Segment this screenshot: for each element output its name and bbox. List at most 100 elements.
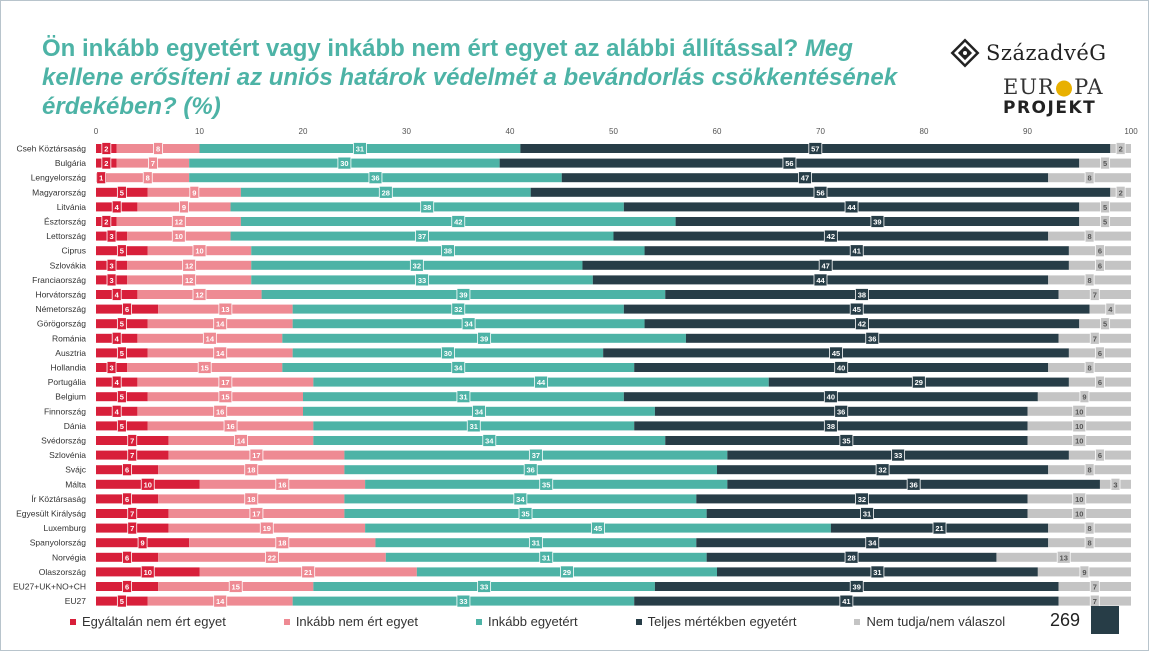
- data-label: 4: [1108, 305, 1113, 314]
- data-label-box: [1089, 288, 1100, 301]
- data-label: 31: [459, 393, 467, 402]
- data-label: 33: [418, 276, 426, 285]
- stacked-bar-chart: 0 10 20 30 40 50 60 70 80 90 100 Cseh Köztársaság 2…: [13, 127, 1138, 608]
- data-label-box: [415, 273, 429, 287]
- legend-item: Inkább egyetért: [475, 614, 578, 629]
- data-label-box: [1072, 419, 1087, 433]
- data-label-box: [223, 419, 238, 433]
- data-label: 5: [120, 247, 124, 256]
- data-label: 6: [1098, 247, 1102, 256]
- data-label: 32: [413, 261, 421, 270]
- x-tick-label: 50: [609, 127, 618, 136]
- data-label: 8: [146, 174, 150, 183]
- data-label-box: [451, 215, 466, 228]
- data-label: 7: [130, 524, 134, 533]
- data-label-box: [839, 594, 854, 608]
- chart-row: Málta 10 16 35 36 3: [65, 477, 1131, 491]
- data-label: 7: [130, 510, 134, 519]
- chart-row: Észtország 2 12 42 39 5: [44, 215, 1131, 228]
- category-label: Lengyelország: [31, 173, 87, 183]
- data-label: 2: [104, 145, 108, 154]
- data-label-box: [140, 565, 155, 579]
- data-label-box: [275, 477, 290, 491]
- data-label-box: [179, 200, 189, 214]
- data-label: 8: [1088, 276, 1092, 285]
- data-label-box: [1084, 273, 1095, 287]
- data-label: 5: [120, 393, 124, 402]
- data-label: 13: [1060, 553, 1068, 562]
- data-label-box: [101, 215, 112, 228]
- data-label-box: [378, 185, 393, 199]
- data-label-box: [823, 419, 838, 433]
- data-label: 8: [1088, 466, 1092, 475]
- data-label-box: [275, 536, 290, 550]
- data-label-box: [111, 288, 122, 301]
- chart-row: Belgium 5 15 31 40 9: [55, 390, 1131, 404]
- chart-row: Svájc 6 18 36 32 8: [65, 463, 1131, 477]
- data-label: 8: [1088, 364, 1092, 373]
- legend-label: Teljes mértékben egyetért: [647, 614, 797, 629]
- data-label: 14: [216, 320, 225, 329]
- data-label-box: [1084, 229, 1095, 243]
- data-label: 7: [1093, 583, 1097, 592]
- data-label-box: [213, 404, 228, 418]
- data-label-box: [1072, 492, 1087, 506]
- title-statement: Meg kellene erősíteni az uniós határok v…: [42, 35, 898, 120]
- data-label: 1: [99, 174, 103, 183]
- data-label: 40: [827, 393, 835, 402]
- category-label: EU27: [65, 596, 87, 606]
- chart-row: Svédország 7 14 34 35 10: [41, 434, 1131, 447]
- data-label: 44: [537, 378, 546, 387]
- category-label: EU27+UK+NO+CH: [13, 582, 86, 592]
- data-label-box: [233, 434, 248, 447]
- data-label: 6: [1098, 349, 1102, 358]
- data-label: 4: [115, 378, 120, 387]
- data-label: 8: [1088, 539, 1092, 548]
- chart-row: Magyarország 5 9 28 56 2: [32, 185, 1131, 199]
- data-label-box: [106, 229, 117, 243]
- data-label: 8: [156, 145, 160, 154]
- data-label-box: [808, 142, 823, 155]
- category-label: Bulgária: [55, 158, 86, 168]
- category-label: Németország: [35, 304, 86, 314]
- x-tick-label: 10: [195, 127, 204, 136]
- data-label: 6: [125, 553, 129, 562]
- data-label: 34: [475, 407, 484, 416]
- chart-row: Cseh Köztársaság 2 8 31 57 2: [17, 142, 1131, 155]
- data-label: 6: [125, 466, 129, 475]
- chart-row: Ciprus 5 10 38 41 6: [61, 244, 1131, 258]
- legend-label: Nem tudja/nem válaszol: [866, 614, 1006, 629]
- data-label-box: [528, 448, 543, 462]
- legend-swatch: [635, 618, 642, 625]
- data-label-box: [1100, 156, 1111, 170]
- data-label: 6: [1098, 378, 1102, 387]
- data-label: 14: [216, 597, 225, 606]
- data-label: 35: [521, 510, 529, 519]
- chart-row: Szlovénia 7 17 37 33 6: [49, 448, 1131, 462]
- chart-row: Szlovákia 3 12 32 47 6: [50, 258, 1131, 272]
- data-label: 36: [909, 480, 917, 489]
- chart-row: Hollandia 3 15 34 40 8: [51, 361, 1131, 374]
- data-label-box: [122, 302, 132, 316]
- data-label: 7: [130, 451, 134, 460]
- data-label-box: [855, 288, 869, 301]
- chart-legend: Egyáltalán nem ért egyet Inkább nem ért e…: [70, 614, 1063, 629]
- data-label: 6: [1098, 261, 1102, 270]
- data-label: 57: [811, 145, 819, 154]
- data-label: 12: [185, 261, 193, 270]
- data-label: 34: [454, 364, 463, 373]
- data-label: 12: [185, 276, 193, 285]
- data-label: 44: [816, 276, 825, 285]
- data-label-box: [106, 361, 117, 374]
- chart-row: EU27+UK+NO+CH 6 15 33 39 7: [13, 580, 1131, 593]
- data-label: 56: [785, 159, 793, 168]
- data-label-box: [849, 580, 864, 593]
- data-label: 12: [175, 218, 183, 227]
- data-label-box: [823, 229, 838, 243]
- category-label: Luxemburg: [43, 523, 86, 533]
- data-label: 17: [221, 378, 229, 387]
- data-label-box: [451, 361, 466, 374]
- title-question: Ön inkább egyetért vagy inkább nem ért e…: [42, 35, 799, 62]
- data-label-box: [865, 331, 880, 345]
- data-label: 47: [822, 261, 830, 270]
